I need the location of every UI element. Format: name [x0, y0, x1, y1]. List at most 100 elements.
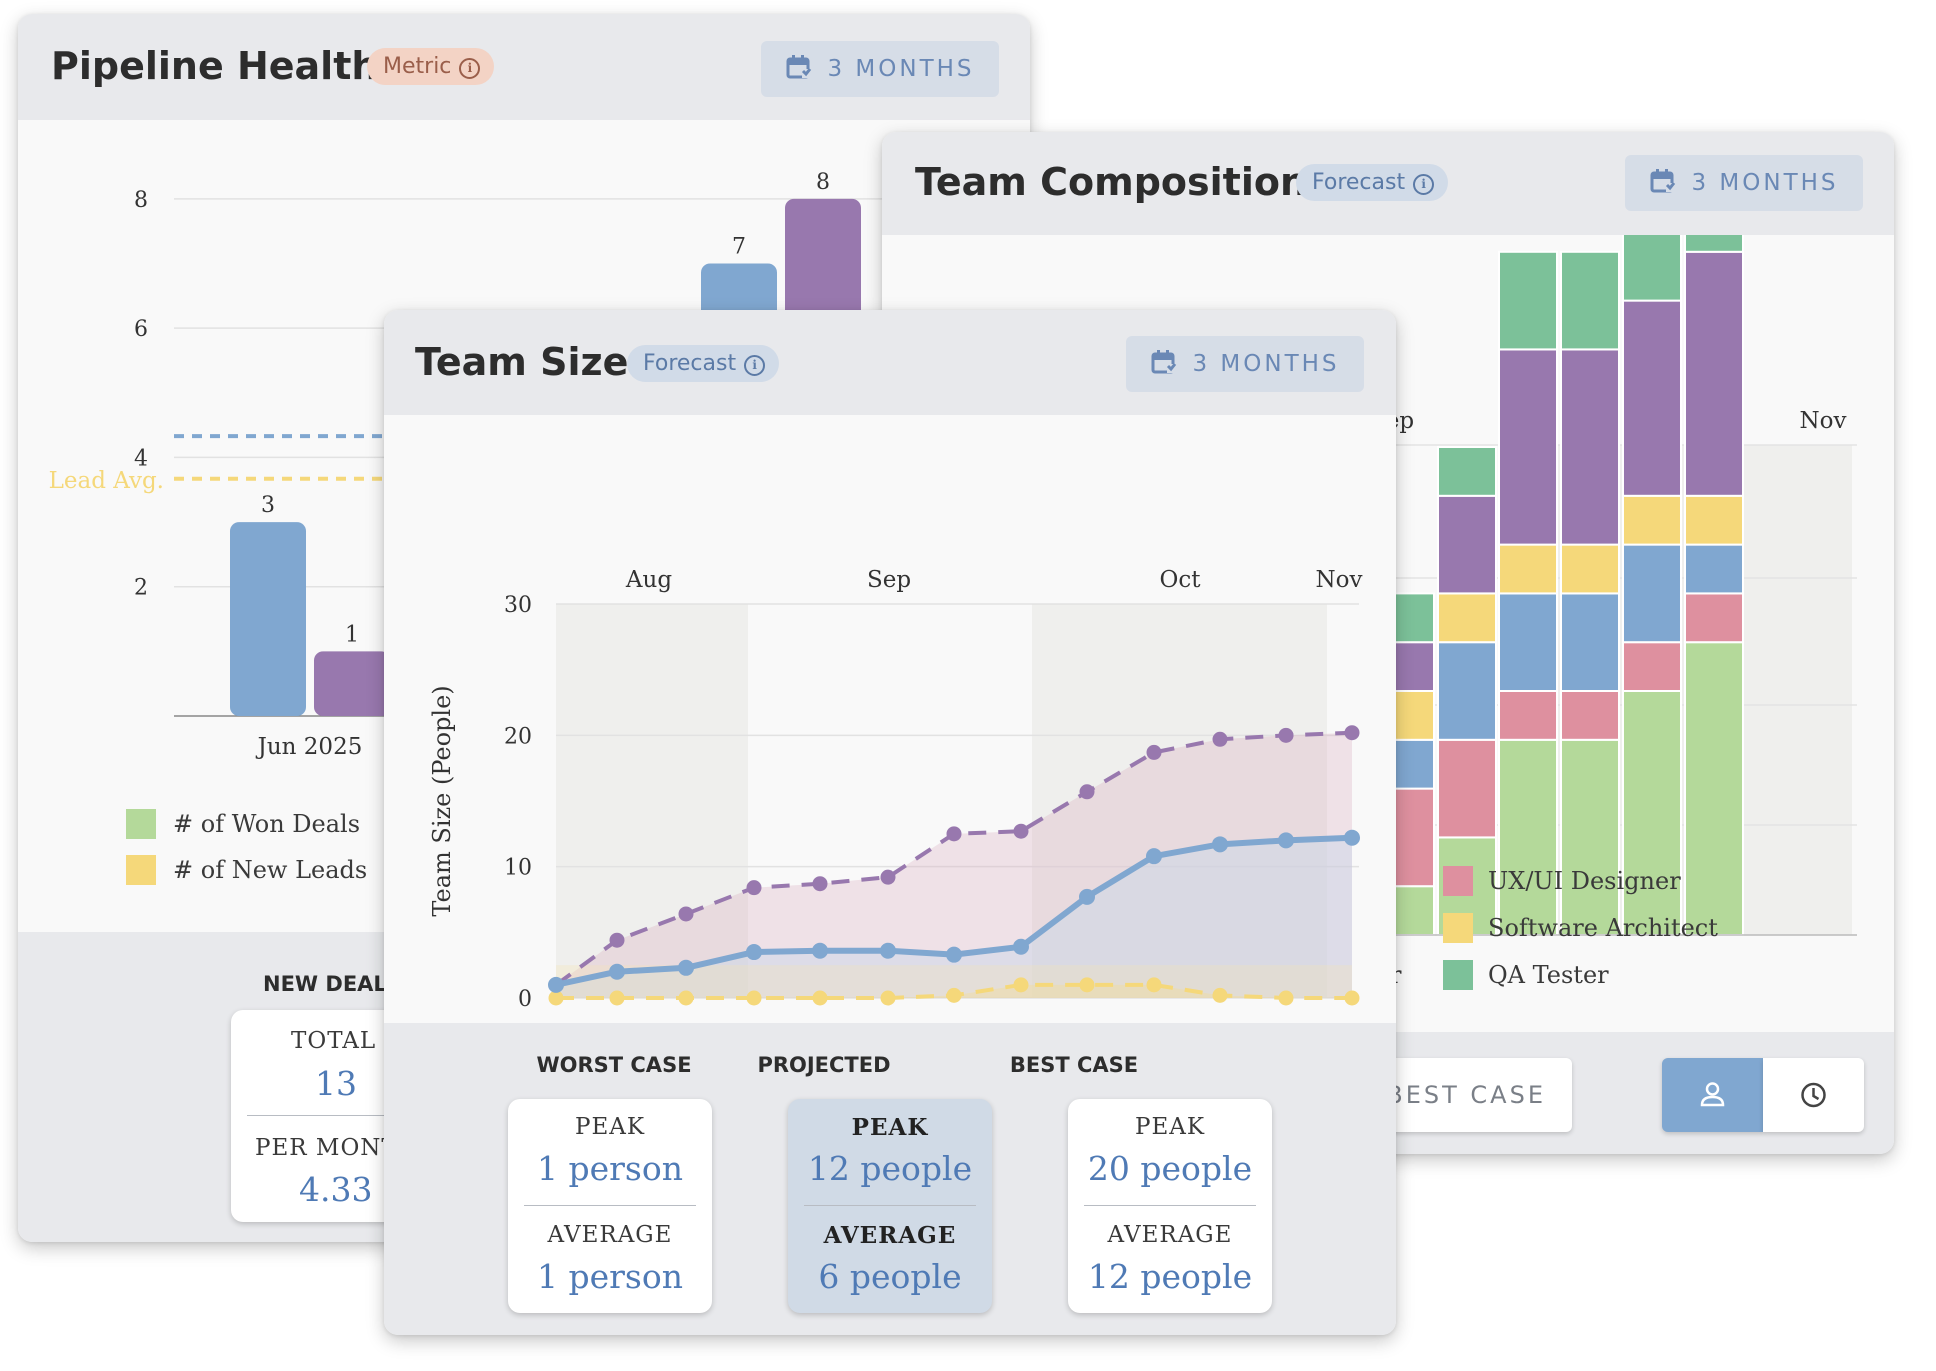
peak-label: PEAK — [851, 1114, 929, 1141]
legend-label-ux-ui-designer: UX/UI Designer — [1488, 867, 1681, 895]
period-label: 3 MONTHS — [1691, 170, 1839, 196]
series-point — [880, 869, 896, 885]
x-month-label: Nov — [1800, 408, 1847, 434]
series-point — [1278, 832, 1294, 849]
stacked-bar-segment — [1560, 738, 1620, 936]
month-shade — [1032, 604, 1327, 998]
series-point — [1212, 836, 1228, 853]
best-case-title: BEST CASE — [1009, 1053, 1139, 1077]
info-icon: i — [744, 355, 766, 376]
stacked-bar-segment — [1498, 348, 1558, 546]
projected-title: PROJECTED — [757, 1053, 891, 1077]
time-view-toggle[interactable] — [1763, 1058, 1864, 1132]
period-label: 3 MONTHS — [1192, 351, 1340, 377]
best-case-stat-box: PEAK 20 people AVERAGE 12 people — [1068, 1099, 1272, 1313]
y-axis-label: Team Size (People) — [428, 685, 456, 916]
series-point — [678, 906, 694, 922]
y-tick-label: 20 — [504, 724, 532, 749]
card-title: Team Composition — [915, 160, 1308, 204]
stat-divider — [524, 1205, 696, 1206]
peak-label: PEAK — [1134, 1114, 1206, 1140]
average-value: 1 person — [537, 1257, 683, 1296]
legend-swatch-qa-tester — [1443, 960, 1473, 990]
stacked-bar-segment — [1437, 592, 1497, 644]
stacked-bar-segment — [1560, 250, 1620, 351]
series-point — [678, 959, 694, 976]
peak-label: PEAK — [574, 1114, 646, 1140]
series-point — [609, 932, 625, 948]
team-size-card: Team Size Forecast i 3 MONTHS 0 10 20 30 Aug S… — [384, 310, 1396, 1335]
legend-swatch-new-leads — [126, 855, 156, 885]
team-size-header: Team Size Forecast i 3 MONTHS — [384, 310, 1396, 415]
stacked-bar-segment — [1560, 543, 1620, 595]
x-month-label: Aug — [625, 567, 672, 593]
series-point — [946, 987, 962, 1003]
bar-data-label: 3 — [261, 493, 275, 518]
series-point — [548, 976, 564, 993]
legend-swatch-software-architect — [1443, 913, 1473, 943]
stacked-bar-segment — [1498, 250, 1558, 351]
series-point — [1013, 823, 1029, 839]
legend-label-won-deals: # of Won Deals — [173, 810, 361, 838]
worst-case-title: WORST CASE — [536, 1053, 692, 1077]
stacked-bar-segment — [1684, 543, 1744, 595]
person-icon — [1700, 1082, 1725, 1107]
series-point — [812, 990, 828, 1006]
peak-value: 12 people — [807, 1149, 973, 1188]
stacked-bar-segment — [1498, 543, 1558, 595]
stacked-bar-segment — [1622, 494, 1682, 546]
card-title: Pipeline Health — [51, 44, 379, 88]
bar-data-label: 7 — [732, 235, 746, 260]
stacked-bar-segment — [1560, 690, 1620, 741]
badge-label: Forecast — [1312, 170, 1406, 195]
series-point — [548, 990, 564, 1006]
average-label: AVERAGE — [823, 1222, 957, 1249]
series-point — [1344, 725, 1360, 741]
period-button[interactable]: 3 MONTHS — [761, 41, 999, 97]
y-tick-label: 2 — [134, 576, 148, 601]
series-point — [812, 876, 828, 892]
stacked-bar-segment — [1560, 348, 1620, 546]
pipeline-health-header: Pipeline Health Metric i 3 MONTHS — [18, 14, 1030, 120]
series-point — [1013, 977, 1029, 993]
y-tick-label: 6 — [134, 317, 148, 342]
average-value: 12 people — [1087, 1257, 1253, 1296]
forecast-badge[interactable]: Forecast i — [1296, 164, 1449, 201]
bar — [230, 522, 306, 716]
series-point — [1079, 888, 1095, 905]
legend-swatch-ux-ui-designer — [1443, 866, 1473, 896]
stacked-bar-segment — [1622, 299, 1682, 497]
x-month-label: Oct — [1160, 567, 1202, 593]
peak-value: 20 people — [1087, 1149, 1253, 1188]
series-point — [1212, 731, 1228, 747]
forecast-badge[interactable]: Forecast i — [627, 345, 780, 382]
total-value: 13 — [315, 1064, 357, 1103]
series-point — [746, 990, 762, 1006]
x-tick-label: Jun 2025 — [256, 734, 363, 760]
best-case-label: BEST CASE — [1386, 1081, 1546, 1109]
series-point — [1212, 987, 1228, 1003]
people-view-toggle[interactable] — [1662, 1058, 1763, 1132]
series-point — [746, 880, 762, 896]
info-icon: i — [459, 58, 481, 79]
metric-badge[interactable]: Metric i — [367, 48, 495, 85]
stacked-bar-segment — [1622, 235, 1682, 302]
stat-divider — [247, 1115, 475, 1116]
stacked-bar-segment — [1498, 690, 1558, 741]
month-shade — [556, 604, 748, 998]
series-point — [1079, 784, 1095, 800]
team-composition-header: Team Composition Forecast i 3 MONTHS — [882, 132, 1894, 235]
x-month-label: Sep — [867, 567, 911, 593]
period-button[interactable]: 3 MONTHS — [1625, 155, 1863, 211]
series-point — [946, 826, 962, 842]
series-point — [1344, 990, 1360, 1006]
calendar-icon — [786, 55, 812, 79]
new-deals-title: NEW DEAL — [263, 972, 387, 996]
stacked-bar-segment — [1498, 592, 1558, 692]
legend-label-new-leads: # of New Leads — [173, 856, 368, 884]
stacked-bar-segment — [1437, 446, 1497, 497]
stacked-bar-segment — [1684, 641, 1744, 936]
period-button[interactable]: 3 MONTHS — [1126, 336, 1364, 392]
stacked-bar-segment — [1560, 592, 1620, 692]
